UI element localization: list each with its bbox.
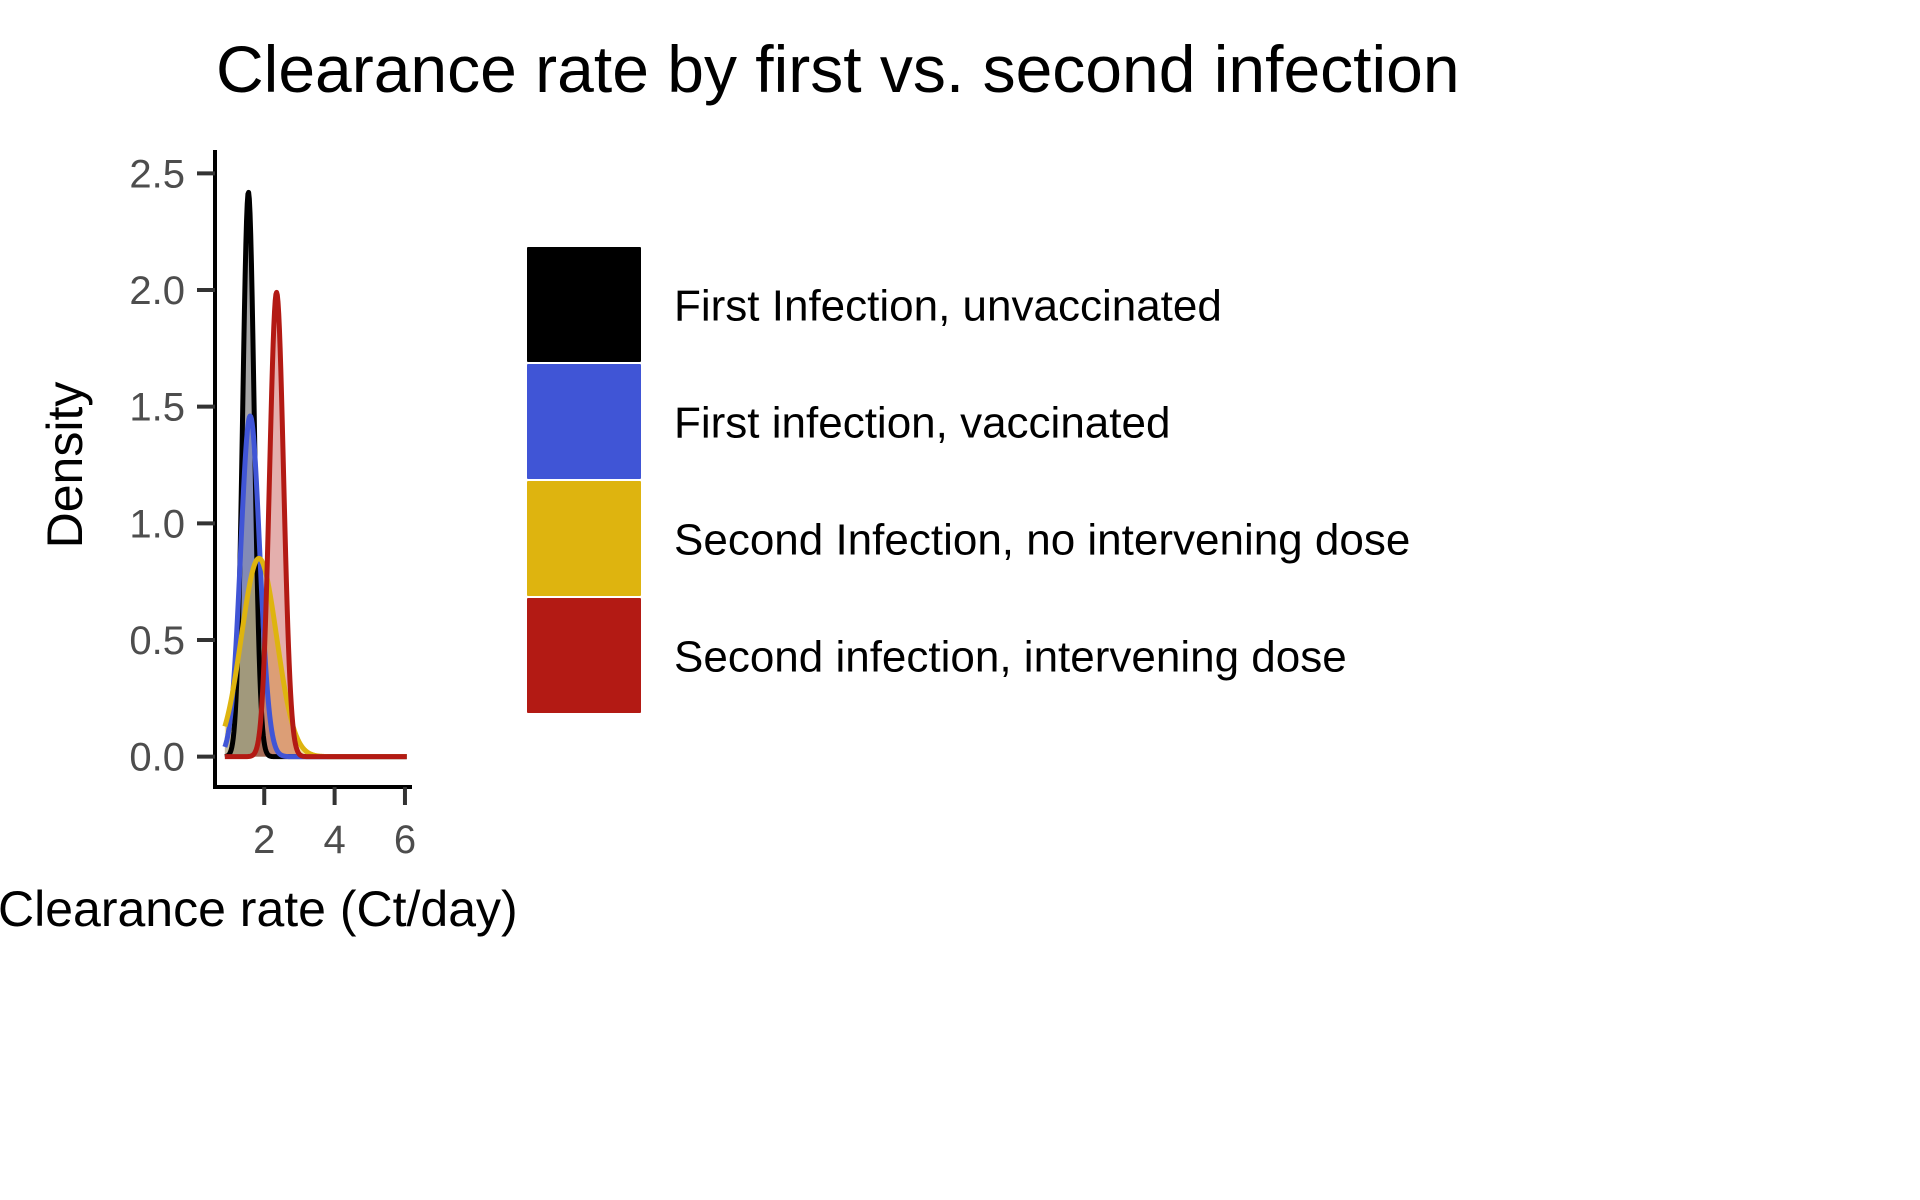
x-axis-title: Clearance rate (Ct/day) — [0, 881, 518, 937]
legend-label-second-infection-intervening-dose: Second infection, intervening dose — [674, 633, 1347, 682]
y-tick-label: 0.0 — [129, 736, 185, 780]
y-axis-title: Density — [37, 382, 93, 549]
y-tick-label: 2.5 — [129, 152, 185, 196]
x-tick-label: 6 — [394, 818, 416, 862]
legend-swatch-first-infection-vaccinated — [525, 362, 643, 481]
legend-swatch-second-infection-no-intervening-dose — [525, 479, 643, 598]
legend-label-second-infection-no-intervening-dose: Second Infection, no intervening dose — [674, 516, 1410, 565]
density-line-second-infection-intervening-dose — [223, 289, 409, 760]
y-ticks: 0.0 0.5 1.0 1.5 2.0 2.5 — [129, 152, 215, 780]
density-area-second-infection-intervening-dose — [224, 292, 407, 757]
density-area-second-infection-no-intervening-dose — [224, 558, 407, 757]
x-ticks: 2 4 6 — [253, 787, 416, 862]
axes — [213, 150, 412, 789]
y-tick-label: 0.5 — [129, 619, 185, 663]
legend-label-first-infection-vaccinated: First infection, vaccinated — [674, 399, 1170, 448]
x-tick-label: 2 — [253, 818, 275, 862]
chart-title: Clearance rate by first vs. second infec… — [216, 32, 1460, 106]
density-lines — [222, 189, 409, 760]
y-tick-label: 1.0 — [129, 502, 185, 546]
legend-swatch-first-infection-unvaccinated — [525, 245, 643, 364]
y-tick-label: 1.5 — [129, 386, 185, 430]
legend-label-first-infection-unvaccinated: First Infection, unvaccinated — [674, 282, 1222, 331]
y-tick-label: 2.0 — [129, 269, 185, 313]
density-chart: Clearance rate by first vs. second infec… — [0, 32, 1460, 937]
x-tick-label: 4 — [323, 818, 345, 862]
density-area-first-infection-unvaccinated — [224, 192, 407, 757]
legend: First Infection, unvaccinated First infec… — [525, 245, 1410, 715]
legend-swatch-second-infection-intervening-dose — [525, 596, 643, 715]
